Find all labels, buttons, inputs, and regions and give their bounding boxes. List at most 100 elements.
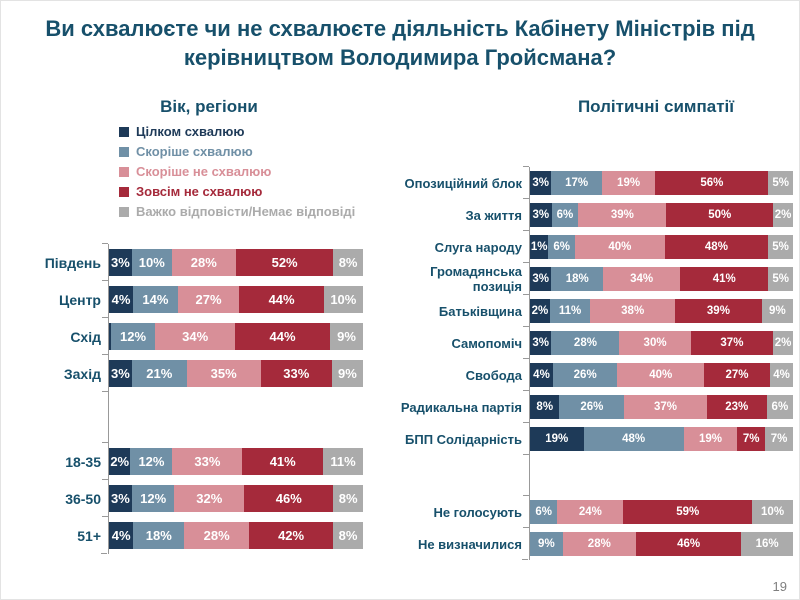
bar-segment: 18% [551,267,604,291]
legend-item: Цілком схвалюю [119,124,355,139]
chart-gap [29,391,363,443]
stacked-bar: 12% 34% 44% 9% [109,323,363,350]
stacked-bar: 19% 48% 19% 7% 7% [530,427,793,451]
stacked-bar: 3% 6% 39% 50% 2% [530,203,793,227]
category-label: Самопоміч [451,335,522,351]
stacked-bar: 1% 6% 40% 48% 5% [530,235,793,259]
chart-row: Не голосують 6% 24% 59% 10% [379,495,793,528]
bar-segment: 12% [130,448,173,475]
bar-segment: 8% [530,395,560,419]
chart-row: Не визначилися 9% 28% 46% 16% [379,527,793,560]
bar-segment: 1% [530,235,549,259]
age-regions-chart: Південь 3% 10% 28% 52% 8% Центр 4% 14% 27% 44% 10% С… [29,243,363,554]
legend-swatch-icon [119,126,129,137]
bar-segment: 3% [530,171,552,195]
legend-swatch-icon [119,166,129,177]
category-label: 51+ [77,527,101,544]
category-label: 36-50 [65,490,101,507]
legend-label: Скоріше схвалюю [136,144,253,159]
chart-row: Громадянська позиція 3% 18% 34% 41% 5% [379,262,793,295]
category-label [379,455,529,496]
bar-segment: 3% [530,267,552,291]
stacked-bar: 3% 18% 34% 41% 5% [530,267,793,291]
bar-segment: 23% [706,395,767,419]
category-label: Свобода [465,367,522,383]
bar-segment: 3% [530,203,552,227]
bar-segment: 41% [680,267,769,291]
bar-segment: 52% [236,249,334,276]
category-label: 18-35 [65,453,101,470]
chart-row: Батьківщина 2% 11% 38% 39% 9% [379,294,793,327]
bar-segment: 8% [333,485,363,512]
chart-row: Схід 12% 34% 44% 9% [29,317,363,355]
category-label: Слуга народу [434,239,522,255]
page-number: 19 [772,579,787,594]
bar-segment: 34% [603,267,681,291]
category-label: Центр [58,291,101,308]
bar-segment: 5% [768,267,793,291]
bar-segment: 27% [177,286,240,313]
bar-segment: 39% [675,299,762,323]
bar-segment: 46% [244,485,334,512]
bar-segment: 10% [323,286,363,313]
bar-segment: 19% [601,171,656,195]
chart-gap [379,454,793,496]
bar-segment: 48% [583,427,684,451]
chart-row: Самопоміч 3% 28% 30% 37% 2% [379,326,793,359]
bar-segment: 2% [530,299,550,323]
bar-segment: 48% [664,235,769,259]
bar-segment: 8% [333,249,363,276]
bar-segment: 7% [737,427,766,451]
legend-item: Зовсім не схвалюю [119,184,355,199]
legend-item: Важко відповісти/Немає відповіді [119,204,355,219]
bar-segment: 21% [131,360,187,387]
stacked-bar: 3% 17% 19% 56% 5% [530,171,793,195]
bar-segment: 12% [131,485,175,512]
bar-segment: 7% [765,427,793,451]
chart-row: Свобода 4% 26% 40% 27% 4% [379,358,793,391]
stacked-bar: 2% 12% 33% 41% 11% [109,448,363,475]
bar-segment: 39% [578,203,667,227]
bar-segment: 6% [766,395,793,419]
chart-row: 36-50 3% 12% 32% 46% 8% [29,479,363,517]
bar-segment: 11% [549,299,591,323]
chart-row: Слуга народу 1% 6% 40% 48% 5% [379,230,793,263]
bar-segment: 11% [323,448,363,475]
chart-row: Південь 3% 10% 28% 52% 8% [29,243,363,281]
bar-segment: 5% [768,235,793,259]
legend-label: Важко відповісти/Немає відповіді [136,204,356,219]
category-label: Радикальна партія [400,399,522,415]
bar-segment: 38% [590,299,676,323]
bar-segment: 41% [242,448,324,475]
bar-segment: 24% [557,500,624,524]
bar-segment: 4% [109,286,134,313]
bar-segment: 6% [548,235,575,259]
bar-segment: 44% [239,286,324,313]
bar-segment: 42% [249,522,334,549]
bar-segment: 5% [768,171,793,195]
bar-segment: 28% [184,522,250,549]
bar-segment [109,323,111,350]
bar-segment: 44% [234,323,331,350]
legend: Цілком схвалюю Скоріше схвалюю Скоріше не … [119,124,355,219]
stacked-bar: 9% 28% 46% 16% [530,532,793,556]
right-chart-header: Політичні симпатії [577,97,735,116]
bar-segment: 4% [530,363,553,387]
bar-segment: 6% [530,500,558,524]
stacked-bar: 3% 10% 28% 52% 8% [109,249,363,276]
bar-segment: 19% [530,427,584,451]
bar-segment: 34% [155,323,235,350]
bar-segment: 46% [635,532,742,556]
stacked-bar: 3% 28% 30% 37% 2% [530,331,793,355]
stacked-bar: 4% 26% 40% 27% 4% [530,363,793,387]
bar-segment: 8% [333,522,363,549]
bar-segment: 28% [562,532,636,556]
category-label: БПП Солідарність [405,431,522,447]
legend-item: Скоріше схвалюю [119,144,355,159]
bar-segment: 4% [770,363,793,387]
bar-segment: 26% [552,363,618,387]
bar-segment: 3% [109,360,132,387]
bar-segment: 59% [623,500,753,524]
bar-segment: 27% [704,363,771,387]
chart-row: Радикальна партія 8% 26% 37% 23% 6% [379,390,793,423]
